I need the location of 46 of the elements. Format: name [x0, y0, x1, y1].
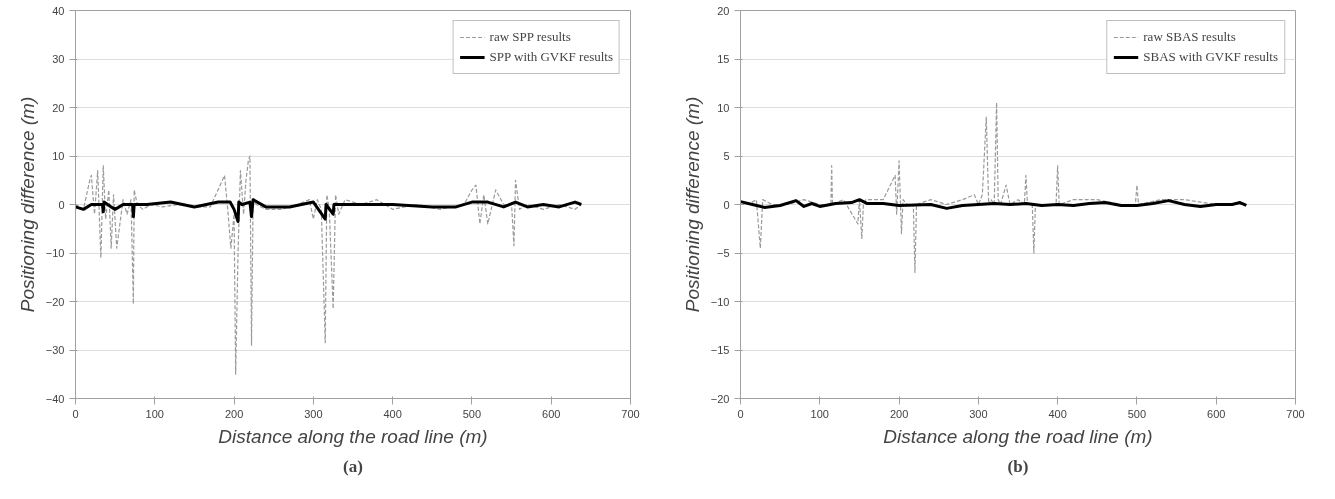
x-tick-label: 700 [621, 407, 640, 420]
x-tick-label: 100 [145, 407, 164, 420]
x-axis-title: Distance along the road line (m) [883, 425, 1153, 447]
x-tick-label: 500 [462, 407, 482, 420]
y-tick-label: 20 [52, 101, 65, 114]
y-tick-label: 10 [52, 150, 65, 162]
y-tick-label: 0 [58, 198, 65, 211]
x-tick-label: 100 [810, 407, 829, 420]
y-tick-label: 30 [52, 53, 65, 65]
x-tick-label: 500 [1127, 407, 1147, 420]
y-tick-label: 0 [723, 198, 730, 211]
y-tick-label: −40 [45, 392, 65, 405]
legend-label: raw SPP results [489, 29, 571, 45]
y-tick-label: −20 [45, 295, 65, 308]
y-tick-label: −20 [710, 392, 730, 405]
x-tick-label: 700 [1286, 407, 1305, 420]
x-tick-label: 300 [969, 407, 988, 420]
y-tick-label: 20 [717, 4, 730, 17]
x-axis-title: Distance along the road line (m) [218, 425, 488, 447]
line-series [75, 198, 583, 223]
text: (a) [343, 456, 363, 476]
line-series [740, 198, 1248, 210]
legend-label: raw SBAS results [1143, 29, 1236, 45]
y-tick-label: −5 [716, 247, 730, 259]
text: (b) [1007, 456, 1029, 476]
x-tick-label: 400 [1048, 407, 1067, 420]
y-tick-label: 10 [717, 101, 730, 114]
legend-label: SPP with GVKF results [489, 49, 613, 65]
y-tick-label: −15 [710, 344, 730, 356]
x-tick-label: 600 [1207, 407, 1226, 420]
y-tick-label: −10 [45, 247, 65, 259]
x-tick-label: 400 [383, 407, 402, 420]
x-tick-label: 0 [72, 407, 79, 420]
x-tick-label: 200 [889, 407, 909, 420]
legend-label: SBAS with GVKF results [1143, 49, 1278, 65]
y-axis-title: Positioning difference (m) [681, 96, 703, 313]
y-tick-label: −10 [710, 295, 730, 308]
x-tick-label: 600 [542, 407, 561, 420]
y-axis-title: Positioning difference (m) [16, 96, 38, 313]
y-tick-label: 5 [723, 150, 730, 162]
x-tick-label: 300 [304, 407, 323, 420]
x-tick-label: 200 [224, 407, 244, 420]
y-tick-label: 15 [717, 53, 730, 65]
y-tick-label: 40 [52, 4, 65, 17]
x-tick-label: 0 [737, 407, 744, 420]
y-tick-label: −30 [45, 344, 65, 356]
